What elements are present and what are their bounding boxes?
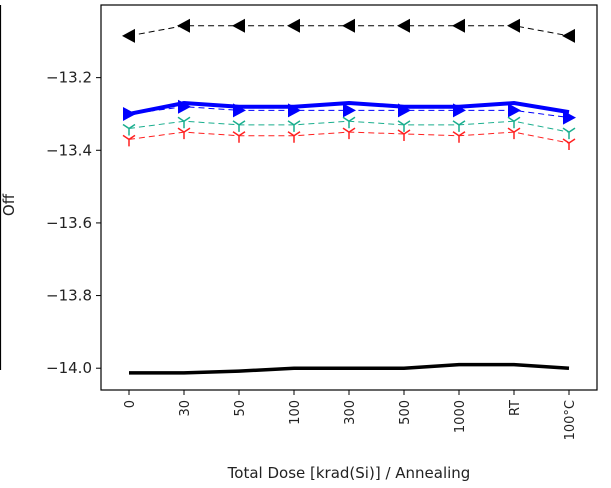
- y-axis-label: Off: [0, 193, 18, 216]
- marker: [287, 131, 301, 143]
- marker: [397, 18, 410, 33]
- x-tick-label: 50: [233, 400, 248, 417]
- marker: [452, 131, 466, 143]
- x-tick-label: 300: [343, 400, 358, 425]
- marker: [397, 120, 411, 132]
- x-tick-label: RT: [508, 400, 523, 416]
- x-axis-label: Total Dose [krad(Si)] / Annealing: [227, 464, 471, 482]
- marker: [507, 116, 521, 129]
- marker: [123, 106, 136, 121]
- marker: [233, 103, 246, 118]
- marker: [507, 127, 521, 140]
- y-tick-label: −13.6: [46, 214, 92, 232]
- marker: [562, 28, 575, 43]
- y-tick-label: −14.0: [46, 359, 92, 377]
- x-tick-label: 30: [178, 400, 193, 417]
- marker: [453, 103, 466, 118]
- marker: [397, 129, 411, 141]
- x-tick-label: 500: [398, 400, 413, 425]
- marker: [342, 18, 355, 33]
- marker: [398, 103, 411, 118]
- y-tick-label: −13.2: [46, 69, 92, 87]
- x-tick-label: 1000: [453, 400, 468, 433]
- x-tick-label: 100°C: [563, 400, 578, 440]
- marker: [452, 120, 466, 132]
- series-line: [128, 101, 570, 116]
- marker: [177, 116, 191, 129]
- marker: [288, 103, 301, 118]
- marker: [562, 127, 576, 140]
- marker: [122, 123, 136, 136]
- marker: [178, 99, 191, 114]
- y-tick-label: −13.8: [46, 287, 92, 305]
- marker: [287, 18, 300, 33]
- marker: [177, 127, 191, 140]
- marker: [342, 127, 356, 140]
- marker: [343, 103, 356, 118]
- marker: [232, 131, 246, 143]
- marker: [287, 120, 301, 132]
- marker: [562, 138, 576, 151]
- y-tick-label: −13.4: [46, 141, 92, 159]
- marker: [563, 110, 576, 125]
- x-tick-label: 0: [123, 400, 138, 408]
- marker: [342, 116, 356, 129]
- marker: [177, 18, 190, 33]
- x-tick-label: 100: [288, 400, 303, 425]
- marker: [452, 18, 465, 33]
- marker: [122, 134, 136, 147]
- marker: [232, 120, 246, 132]
- plot-frame: [100, 4, 598, 391]
- marker: [507, 18, 520, 33]
- marker: [232, 18, 245, 33]
- series-line: [129, 362, 570, 375]
- marker: [122, 28, 135, 43]
- marker: [508, 103, 521, 118]
